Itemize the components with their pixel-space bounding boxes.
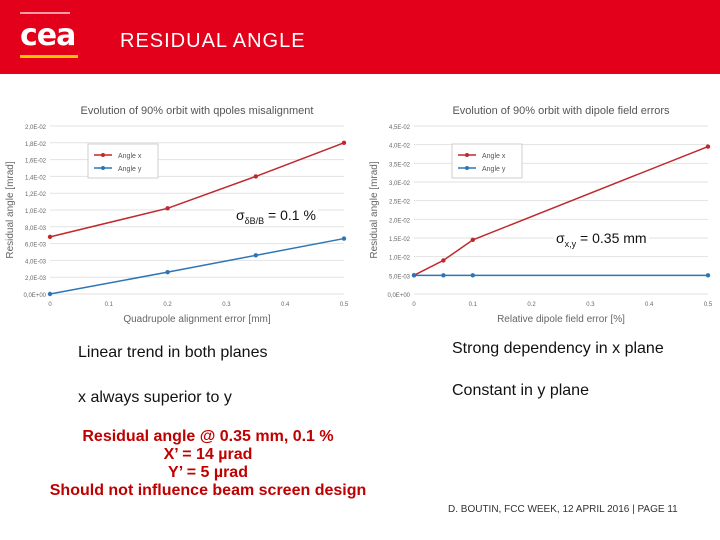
y-tick-label: 6,0E-03 — [25, 243, 47, 249]
chart-quadrupole-svg: Evolution of 90% orbit with qpoles misal… — [5, 105, 349, 325]
chart-title: Evolution of 90% orbit with qpoles misal… — [81, 105, 314, 117]
cea-logo: cea — [20, 18, 76, 53]
data-point — [411, 273, 417, 278]
y-tick-label: 1,6E-02 — [25, 159, 47, 165]
data-point — [470, 273, 475, 278]
y-tick-label: 4,5E-02 — [389, 125, 411, 131]
legend-swatch-marker — [101, 166, 105, 170]
note-linear-trend: Linear trend in both planes — [78, 344, 268, 361]
footer-citation: D. BOUTIN, FCC WEEK, 12 APRIL 2016 | PAG… — [448, 504, 678, 515]
data-point — [441, 258, 446, 263]
data-point — [165, 206, 170, 211]
y-tick-label: 1,5E-02 — [389, 237, 411, 243]
x-tick-label: 0.2 — [163, 302, 172, 308]
x-tick-label: 0.1 — [469, 302, 478, 308]
x-tick-label: 0.2 — [527, 302, 536, 308]
data-point — [705, 144, 711, 149]
x-tick-label: 0.3 — [222, 302, 231, 308]
legend-swatch-marker — [465, 166, 469, 170]
y-tick-label: 4,0E-03 — [25, 259, 47, 265]
x-tick-label: 0.5 — [340, 302, 349, 308]
y-tick-label: 2,0E-03 — [25, 276, 47, 282]
y-tick-label: 5,0E-03 — [389, 274, 411, 280]
y-tick-label: 2,0E-02 — [389, 218, 411, 224]
y-tick-label: 3,5E-02 — [389, 162, 411, 168]
data-point — [253, 253, 258, 258]
legend-box — [451, 143, 523, 179]
legend-swatch-marker — [101, 153, 105, 157]
y-tick-label: 3,0E-02 — [389, 181, 411, 187]
logo-tagline — [20, 12, 70, 14]
y-tick-label: 1,0E-02 — [389, 256, 411, 262]
chart-dipole-errors: Evolution of 90% orbit with dipole field… — [368, 98, 718, 330]
conclusion-block: Residual angle @ 0.35 mm, 0.1 % X’ = 14 … — [20, 428, 396, 500]
sigma-subscript: δB/B — [244, 215, 265, 226]
sigma-left-label: σδB/B = 0.1 % — [234, 207, 318, 226]
y-tick-label: 1,0E-02 — [25, 209, 47, 215]
conclusion-line: Y’ = 5 µrad — [168, 464, 248, 481]
data-point — [47, 234, 53, 240]
note-x-superior: x always superior to y — [78, 389, 232, 406]
x-tick-label: 0.1 — [105, 302, 114, 308]
y-tick-label: 2,5E-02 — [389, 200, 411, 206]
legend-swatch-marker — [465, 153, 469, 157]
x-tick-label: 0.5 — [704, 302, 713, 308]
sigma-symbol: σ — [236, 207, 245, 223]
conclusion-line: Should not influence beam screen design — [49, 482, 367, 499]
data-point — [341, 236, 347, 241]
note-strong-dependency: Strong dependency in x plane — [452, 340, 664, 357]
x-tick-label: 0.4 — [281, 302, 290, 308]
logo-underline — [20, 55, 78, 58]
y-tick-label: 1,4E-02 — [25, 175, 47, 181]
sigma-value: = 0.1 % — [264, 207, 316, 223]
y-axis-label: Residual angle [mrad] — [369, 161, 380, 258]
slide-title: RESIDUAL ANGLE — [120, 30, 306, 52]
y-tick-label: 1,8E-02 — [25, 142, 47, 148]
chart-title: Evolution of 90% orbit with dipole field… — [452, 105, 670, 117]
y-tick-label: 1,2E-02 — [25, 192, 47, 198]
x-tick-label: 0 — [48, 302, 52, 308]
y-tick-label: 8,0E-03 — [25, 226, 47, 232]
legend-box — [87, 143, 159, 179]
data-point — [341, 140, 347, 145]
series-line — [413, 145, 709, 277]
data-point — [470, 237, 475, 243]
sigma-right-label: σx,y = 0.35 mm — [554, 230, 649, 249]
data-point — [165, 269, 170, 275]
legend-label: Angle y — [118, 166, 142, 173]
x-tick-label: 0.4 — [645, 302, 654, 308]
sigma-value: = 0.35 mm — [576, 230, 647, 246]
conclusion-line: X’ = 14 µrad — [163, 446, 253, 463]
data-point — [441, 273, 446, 278]
header-bar: cea RESIDUAL ANGLE — [0, 0, 720, 74]
x-tick-label: 0.3 — [586, 302, 595, 308]
conclusion-line: Residual angle @ 0.35 mm, 0.1 % — [82, 428, 334, 445]
y-tick-label: 4,0E-02 — [389, 144, 411, 150]
sigma-subscript: x,y — [564, 238, 577, 249]
data-point — [47, 291, 53, 297]
series-line — [49, 142, 345, 238]
x-axis-label: Relative dipole field error [%] — [497, 314, 625, 325]
data-point — [705, 273, 711, 278]
x-axis-label: Quadrupole alignment error [mm] — [123, 314, 271, 325]
y-tick-label: 2,0E-02 — [25, 125, 47, 131]
legend-label: Angle x — [482, 153, 506, 160]
y-tick-label: 0,0E+00 — [387, 293, 410, 299]
x-tick-label: 0 — [412, 302, 416, 308]
chart-dipole-svg: Evolution of 90% orbit with dipole field… — [369, 105, 713, 325]
note-constant-y: Constant in y plane — [452, 382, 589, 399]
sigma-symbol: σ — [556, 230, 565, 246]
legend-label: Angle y — [482, 166, 506, 173]
y-tick-label: 0,0E+00 — [23, 293, 46, 299]
series-line — [49, 237, 345, 295]
legend-label: Angle x — [118, 153, 142, 160]
data-point — [253, 174, 258, 179]
y-axis-label: Residual angle [mrad] — [5, 161, 16, 258]
